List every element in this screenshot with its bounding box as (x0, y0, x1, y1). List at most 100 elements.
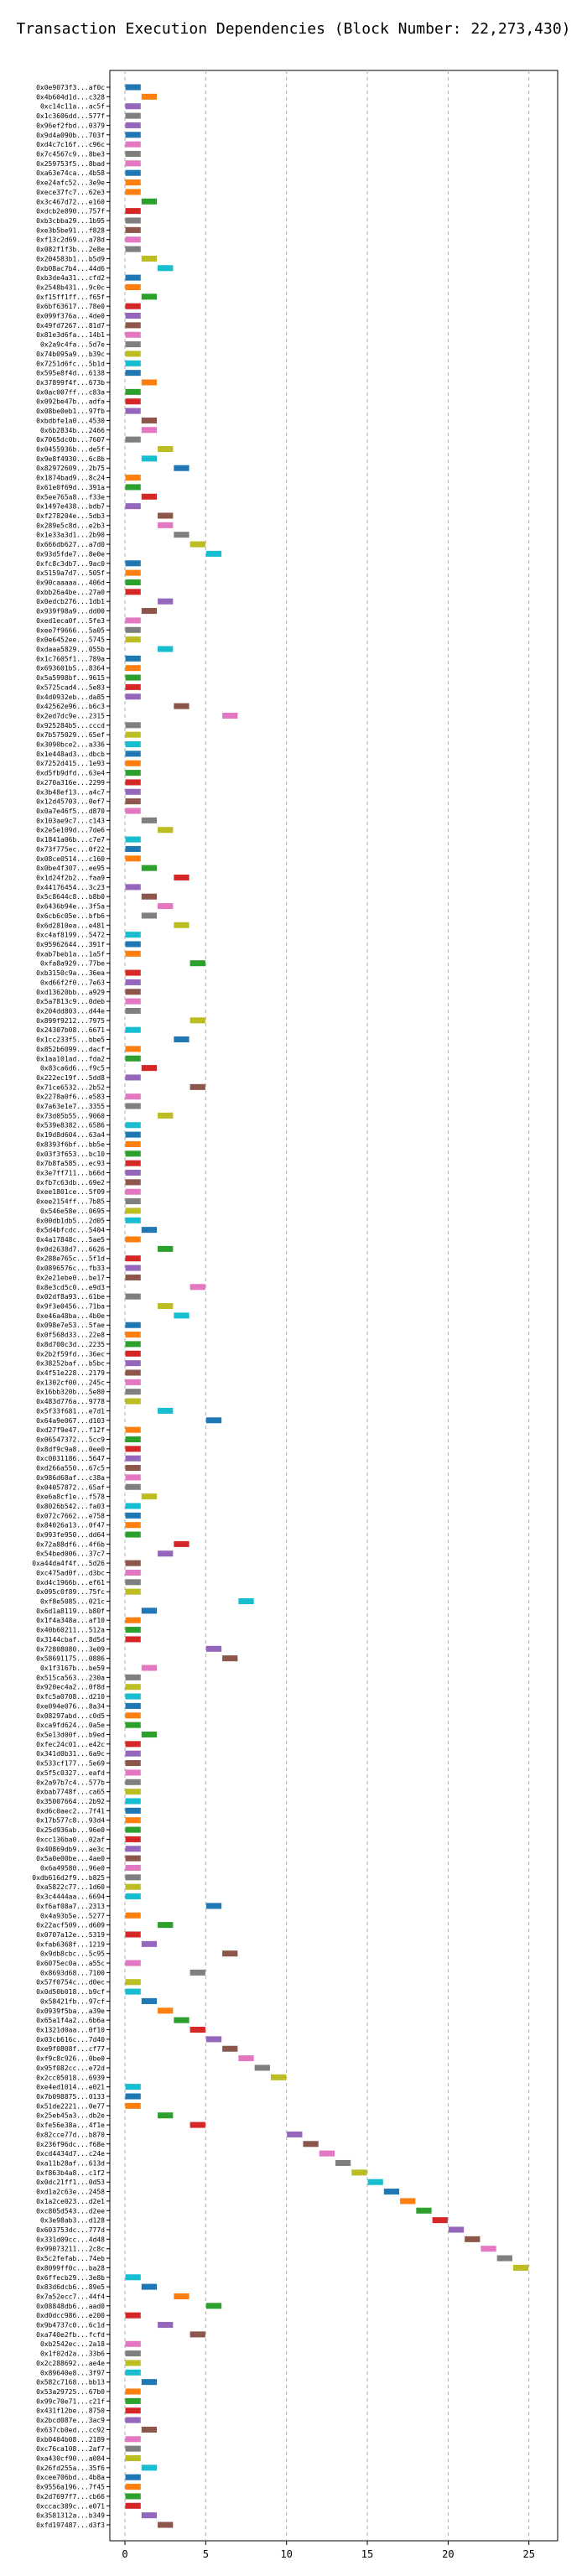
y-tick-label: 0x2c288692...ae4e (36, 2360, 105, 2367)
task-bar (125, 1026, 141, 1033)
task-bar (125, 2369, 141, 2376)
task-bar (125, 2502, 141, 2509)
y-tick-label: 0x1f3167b...be59 (40, 1665, 105, 1672)
task-bar (125, 969, 141, 976)
task-bar (174, 703, 190, 709)
task-bar (190, 1969, 205, 1976)
y-tick-label: 0xee7f9666...5a05 (36, 626, 105, 634)
y-tick-label: 0xbab7748f...ca65 (36, 1789, 105, 1796)
task-bar (125, 1179, 141, 1186)
y-tick-label: 0x7251d6fc...5b1d (36, 360, 105, 367)
y-tick-label: 0xd266a550...67c5 (36, 1465, 105, 1472)
y-tick-label: 0x37899f4f...673b (36, 379, 105, 387)
task-bar (205, 2303, 222, 2309)
task-bar (174, 1540, 190, 1547)
task-bar (125, 303, 141, 309)
y-tick-label: 0xcd4434d7...c24e (36, 2150, 105, 2158)
task-bar (125, 2417, 141, 2423)
y-tick-label: 0xf863b4a8...c1f2 (36, 2169, 105, 2177)
task-bar (158, 2112, 174, 2119)
y-tick-label: 0xfc8c3db7...9ac0 (36, 560, 105, 568)
task-bar (125, 122, 141, 128)
y-tick-label: 0x0ac007ff...c83a (36, 388, 105, 396)
y-tick-label: 0x0d2638d7...6626 (36, 1245, 105, 1253)
y-tick-label: 0x96ef2fbd...0379 (36, 122, 105, 129)
y-tick-label: 0xe094e076...8a34 (36, 1702, 105, 1710)
y-tick-label: 0x1aa101ad...fda2 (36, 1055, 105, 1062)
y-tick-label: 0x3c467d72...e160 (36, 198, 105, 205)
task-bar (125, 950, 141, 957)
y-tick-label: 0x58691175...0886 (36, 1655, 105, 1663)
y-tick-label: 0xe4ed1014...e021 (36, 2084, 105, 2091)
y-tick-label: 0x099f376a...4de0 (36, 313, 105, 320)
task-bar (141, 1065, 158, 1072)
task-bar (125, 665, 141, 672)
y-tick-label: 0x64a9e067...d103 (36, 1417, 105, 1425)
y-tick-label: 0x53a29725...67b0 (36, 2388, 105, 2396)
y-tick-label: 0x5e13d00f...b9ed (36, 1731, 105, 1738)
task-bar (174, 922, 190, 928)
task-bar (141, 865, 158, 871)
y-tick-label: 0x3e98ab3...d128 (40, 2217, 105, 2225)
task-bar (125, 750, 141, 757)
task-bar (125, 1512, 141, 1519)
y-tick-label: 0x0f568d33...22e8 (36, 1332, 105, 1339)
y-tick-label: 0x1302cf00...245c (36, 1379, 105, 1386)
task-bar (125, 112, 141, 119)
task-bar (303, 2141, 319, 2148)
y-tick-label: 0xfe56e38a...4f1e (36, 2122, 105, 2129)
task-bar (125, 779, 141, 786)
y-tick-label: 0x939f98a9...dd00 (36, 608, 105, 615)
y-tick-label: 0x546e58e...0695 (40, 1208, 105, 1215)
y-tick-label: 0x1f02d2a...33b6 (40, 2350, 105, 2358)
task-bar (125, 741, 141, 748)
x-tick-label: 20 (442, 2548, 454, 2560)
task-bar (141, 2426, 158, 2433)
y-tick-label: 0xdb616d2f9...b825 (32, 1874, 105, 1882)
y-tick-label: 0x270a316e...2299 (36, 779, 105, 787)
task-bar (125, 436, 141, 443)
y-tick-label: 0xb3cbba29...1b95 (36, 217, 105, 225)
y-tick-label: 0x1874bad9...8c24 (36, 475, 105, 482)
task-bar (125, 731, 141, 738)
x-tick-label: 10 (280, 2548, 292, 2560)
y-tick-label: 0x9556a196...7f45 (36, 2484, 105, 2491)
task-bar (125, 1236, 141, 1243)
y-tick-label: 0x533cf177...5e69 (36, 1760, 105, 1768)
task-bar (125, 1960, 141, 1966)
task-bar (125, 408, 141, 414)
task-bar (125, 1712, 141, 1719)
task-bar (125, 236, 141, 243)
y-tick-label: 0x8df9c9a8...0ee0 (36, 1446, 105, 1453)
y-tick-label: 0x6bf63617...78e0 (36, 303, 105, 310)
task-bar (125, 1617, 141, 1623)
task-bar (125, 388, 141, 395)
task-bar (125, 160, 141, 167)
task-bar (141, 2379, 158, 2386)
y-tick-label: 0xee1801ce...5f09 (36, 1188, 105, 1196)
y-tick-label: 0xd27f9e47...f12f (36, 1426, 105, 1434)
task-bar (335, 2159, 351, 2167)
task-bar (125, 2484, 141, 2490)
task-bar (125, 208, 141, 215)
task-bar (205, 1417, 222, 1424)
y-tick-label: 0x8099ff0c...ba28 (36, 2264, 105, 2272)
task-bar (125, 1483, 141, 1490)
task-bar (125, 617, 141, 624)
y-tick-label: 0x6ffecb29...3e8b (36, 2274, 105, 2282)
y-tick-label: 0x49fd7267...81d7 (36, 322, 105, 330)
task-bar (125, 1398, 141, 1405)
task-bar (125, 1684, 141, 1690)
y-tick-label: 0x08ce0514...c160 (36, 855, 105, 863)
task-bar (125, 283, 141, 290)
task-bar (190, 960, 205, 967)
task-bar (158, 1245, 174, 1252)
task-bar (125, 1789, 141, 1795)
y-tick-label: 0xfc5a0708...d210 (36, 1693, 105, 1701)
y-tick-label: 0x8393f6bf...bb5e (36, 1140, 105, 1148)
task-bar (125, 331, 141, 338)
task-bar (125, 1350, 141, 1357)
y-tick-label: 0xab7beb1a...1a5f (36, 950, 105, 958)
y-tick-label: 0xe24afc52...3e9e (36, 179, 105, 187)
task-bar (125, 1531, 141, 1538)
